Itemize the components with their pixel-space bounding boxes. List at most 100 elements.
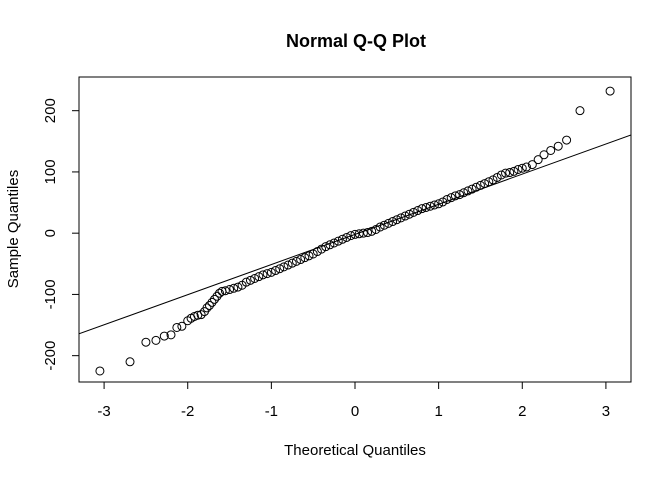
data-point — [207, 297, 217, 307]
data-point — [275, 264, 285, 274]
data-point — [383, 218, 393, 228]
data-point — [166, 330, 176, 340]
data-point — [354, 229, 364, 239]
data-point — [517, 163, 527, 173]
data-point — [463, 186, 473, 196]
data-point — [509, 166, 519, 176]
data-point — [546, 145, 556, 155]
plot-area — [79, 86, 631, 376]
data-point — [521, 162, 531, 172]
data-point — [262, 269, 272, 279]
data-point — [605, 86, 615, 96]
data-point — [225, 285, 235, 295]
data-point — [375, 222, 385, 232]
data-point — [455, 190, 465, 200]
data-point — [480, 179, 490, 189]
data-point — [505, 168, 515, 178]
data-point — [241, 277, 251, 287]
data-point — [250, 273, 260, 283]
data-point — [396, 213, 406, 223]
x-tick-label: 2 — [518, 403, 526, 420]
data-point — [283, 260, 293, 270]
data-point — [501, 168, 511, 178]
data-point — [392, 215, 402, 225]
x-tick-label: 0 — [351, 403, 359, 420]
data-point — [151, 335, 161, 345]
data-point — [379, 220, 389, 230]
chart-title: Normal Q-Q Plot — [286, 31, 426, 51]
data-point — [229, 283, 239, 293]
data-point — [220, 286, 230, 296]
data-point — [459, 188, 469, 198]
data-point — [367, 226, 377, 236]
data-point — [202, 303, 212, 313]
data-point — [400, 211, 410, 221]
y-axis: -200 -100 0 100 200 — [42, 98, 80, 371]
data-point — [527, 160, 537, 170]
data-point — [363, 228, 373, 238]
y-tick-label: 100 — [42, 159, 59, 184]
x-tick-label: 3 — [602, 403, 610, 420]
data-point — [425, 201, 435, 211]
data-point — [95, 366, 105, 376]
data-point — [539, 150, 549, 160]
data-point — [442, 194, 452, 204]
data-point — [342, 232, 352, 242]
data-point — [404, 209, 414, 219]
data-point — [193, 310, 203, 320]
x-tick-label: 1 — [434, 403, 442, 420]
data-point — [409, 207, 419, 217]
data-point — [450, 191, 460, 201]
data-point — [254, 272, 264, 282]
x-axis-label: Theoretical Quantiles — [284, 442, 426, 459]
data-point — [467, 184, 477, 194]
data-point — [296, 255, 306, 265]
data-point — [475, 180, 485, 190]
data-point — [575, 106, 585, 116]
y-tick-label: 200 — [42, 98, 59, 123]
data-point — [266, 267, 276, 277]
data-point — [204, 300, 214, 310]
data-point — [304, 251, 314, 261]
data-point — [271, 266, 281, 276]
data-point — [513, 164, 523, 174]
y-tick-label: -100 — [42, 279, 59, 309]
data-point — [159, 331, 169, 341]
data-point — [177, 321, 187, 331]
data-point — [562, 135, 572, 145]
data-point — [413, 206, 423, 216]
data-point — [350, 229, 360, 239]
data-point — [233, 282, 243, 292]
data-point — [484, 177, 494, 187]
y-tick-label: -200 — [42, 341, 59, 371]
data-point — [279, 262, 289, 272]
data-point — [553, 141, 563, 151]
x-tick-label: -3 — [97, 403, 110, 420]
data-point — [321, 242, 331, 252]
data-point — [429, 200, 439, 210]
data-point — [496, 170, 506, 180]
data-point — [196, 310, 206, 320]
x-axis: -3 -2 -1 0 1 2 3 — [97, 381, 610, 420]
data-point — [212, 291, 222, 301]
y-axis-label: Sample Quantiles — [5, 170, 22, 288]
data-point — [325, 240, 335, 250]
x-tick-label: -1 — [265, 403, 278, 420]
data-point — [346, 231, 356, 241]
data-points — [95, 86, 615, 376]
data-point — [245, 275, 255, 285]
data-point — [215, 288, 225, 298]
data-point — [172, 322, 182, 332]
data-point — [533, 155, 543, 165]
data-point — [209, 294, 219, 304]
data-point — [333, 236, 343, 246]
data-point — [358, 228, 368, 238]
data-point — [434, 199, 444, 209]
y-tick-label: 0 — [42, 229, 59, 237]
data-point — [421, 202, 431, 212]
x-tick-label: -2 — [181, 403, 194, 420]
data-point — [329, 238, 339, 248]
data-point — [337, 234, 347, 244]
data-point — [258, 270, 268, 280]
